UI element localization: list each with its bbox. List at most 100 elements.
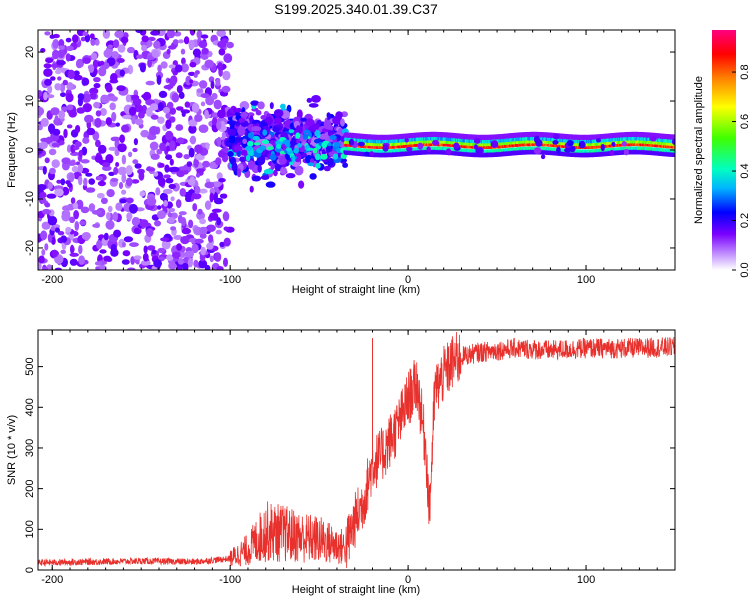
spectrogram-cell xyxy=(75,125,81,133)
spectrogram-cell xyxy=(47,215,58,226)
spectrogram-cell xyxy=(157,176,166,187)
y-tick-label: -10 xyxy=(24,191,36,207)
spectrogram-cell xyxy=(194,144,203,154)
spectrogram-cell xyxy=(51,159,60,169)
spectrogram-cell xyxy=(121,259,130,265)
spectrogram-cell xyxy=(169,207,176,213)
spectrogram-cell xyxy=(189,30,196,36)
spectrogram-cell xyxy=(233,145,243,152)
spectrogram-cell xyxy=(136,54,144,59)
spectrogram-cell xyxy=(46,193,57,199)
spectrogram-cell xyxy=(327,129,333,137)
spectrogram-cell xyxy=(280,103,286,110)
spectrogram-cell xyxy=(173,31,182,37)
spectrogram-cell xyxy=(600,143,605,152)
spectrogram-cell xyxy=(133,255,142,260)
spectrogram-cell xyxy=(406,146,413,152)
spectrogram-cell xyxy=(178,211,187,216)
spectrogram-x-ticks: -200 -100 0 100 xyxy=(41,30,676,286)
spectrogram-cell xyxy=(301,152,307,158)
spectrogram-cell xyxy=(197,208,203,215)
spectrogram-cell xyxy=(199,226,208,235)
spectrogram-cell xyxy=(202,160,210,168)
spectrogram-cell xyxy=(266,146,275,151)
spectrogram-cell xyxy=(102,165,112,171)
spectrogram-cell xyxy=(209,212,219,221)
spectrogram-cell xyxy=(295,125,301,134)
spectrogram-cell xyxy=(155,187,161,196)
spectrogram-cell xyxy=(115,202,123,211)
spectrogram-cell xyxy=(128,203,138,214)
spectrogram-cell xyxy=(321,128,329,133)
spectrogram-cell xyxy=(251,175,262,182)
spectrogram-cell xyxy=(193,259,199,268)
spectrogram-cell xyxy=(70,151,79,156)
x-tick-label: -100 xyxy=(219,574,241,586)
spectrogram-cell xyxy=(80,206,90,214)
spectrogram-cell xyxy=(113,166,119,175)
spectrogram-cell xyxy=(165,130,174,141)
x-tick-label: 0 xyxy=(405,274,411,286)
spectrogram-cell xyxy=(156,210,166,220)
spectrogram-cell xyxy=(217,136,222,147)
spectrogram-cell xyxy=(128,151,133,158)
spectrogram-cell xyxy=(294,152,302,163)
spectrogram-cell xyxy=(159,142,168,152)
spectrogram-cell xyxy=(332,115,341,125)
spectrogram-cell xyxy=(169,107,177,115)
spectrogram-cell xyxy=(192,203,198,212)
spectrogram-cell xyxy=(285,173,296,179)
spectrogram-cell xyxy=(188,119,198,127)
spectrogram-cell xyxy=(238,117,246,123)
spectrogram-cell xyxy=(71,165,79,173)
spectrogram-cell xyxy=(198,80,208,89)
spectrogram-cell xyxy=(183,154,190,160)
spectrogram-cell xyxy=(198,40,208,49)
spectrogram-cell xyxy=(135,104,144,113)
spectrogram-cell xyxy=(62,79,68,86)
spectrogram-cell xyxy=(100,197,108,204)
spectrogram-cell xyxy=(171,92,180,103)
spectrogram-cell xyxy=(96,239,103,250)
spectrogram-cell xyxy=(187,178,195,186)
spectrogram-cell xyxy=(338,127,344,134)
spectrogram-cell xyxy=(153,259,163,268)
y-tick-label: 20 xyxy=(24,46,36,58)
y-tick-label: 0 xyxy=(24,567,36,573)
spectrogram-cell xyxy=(294,165,304,176)
spectrogram-cell xyxy=(200,93,210,99)
spectrogram-cell xyxy=(306,97,312,103)
spectrogram-cell xyxy=(92,59,98,70)
spectrogram-cell xyxy=(99,108,107,116)
spectrogram-cell xyxy=(237,126,246,136)
spectrogram-cell xyxy=(176,137,185,144)
spectrogram-cell xyxy=(157,64,162,73)
spectrogram-cell xyxy=(103,255,112,262)
spectrogram-cell xyxy=(490,140,499,148)
spectrogram-cell xyxy=(253,142,261,146)
spectrogram-cell xyxy=(145,80,155,86)
spectrogram-cell xyxy=(158,162,165,168)
spectrogram-cell xyxy=(145,228,154,237)
spectrogram-cell xyxy=(135,30,144,34)
spectrogram-cell xyxy=(110,73,118,83)
spectrogram-cell xyxy=(260,115,267,120)
spectrogram-cell xyxy=(125,197,134,204)
spectrogram-cell xyxy=(176,85,183,94)
spectrogram-cell xyxy=(119,134,125,143)
spectrogram-cell xyxy=(112,39,120,49)
spectrogram-cell xyxy=(47,84,53,94)
spectrogram-cell xyxy=(168,183,176,190)
spectrogram-cell xyxy=(473,137,481,144)
spectrogram-cell xyxy=(78,175,83,186)
spectrogram-cell xyxy=(72,34,79,43)
spectrogram-cell xyxy=(533,147,542,155)
spectrogram-cell xyxy=(318,133,328,140)
spectrogram-cell xyxy=(51,142,60,148)
spectrogram-cell xyxy=(54,227,61,233)
spectrogram-cell xyxy=(168,64,177,69)
spectrogram-cell xyxy=(62,205,71,212)
spectrogram-cell xyxy=(81,93,92,103)
spectrogram-cell xyxy=(50,226,56,231)
